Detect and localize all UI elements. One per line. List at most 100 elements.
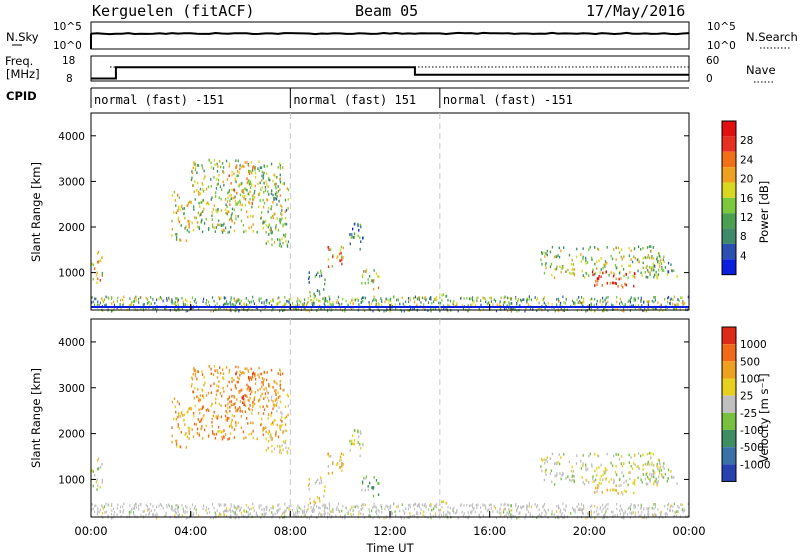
power-ylabel: Slant Range [km]	[29, 162, 43, 262]
power-cell	[113, 303, 116, 307]
power-cell	[295, 304, 297, 308]
power-cell	[623, 307, 625, 311]
velocity-cell	[181, 514, 183, 518]
power-cell	[102, 300, 105, 304]
velocity-cell	[375, 509, 377, 513]
power-cell	[646, 264, 648, 268]
power-cell	[275, 186, 277, 190]
power-cell	[212, 225, 214, 229]
velocity-cell	[239, 373, 241, 377]
power-cell	[262, 205, 265, 209]
power-cell	[173, 211, 175, 214]
power-cell	[203, 222, 206, 225]
power-cell	[175, 233, 177, 236]
power-cell	[112, 309, 114, 313]
power-cell	[575, 255, 578, 259]
power-cell	[389, 309, 391, 313]
power-cell	[175, 211, 178, 215]
power-cell	[99, 301, 102, 305]
power-cell	[278, 199, 280, 203]
velocity-cell	[239, 406, 241, 409]
power-cell	[143, 303, 145, 306]
velocity-cell	[303, 508, 305, 512]
velocity-cell	[287, 404, 290, 408]
power-cell	[655, 270, 657, 274]
power-cell	[192, 166, 194, 170]
power-cell	[560, 307, 562, 310]
velocity-cell	[308, 482, 311, 486]
velocity-cell	[420, 508, 422, 511]
velocity-cell	[235, 424, 237, 427]
beam-title: Beam 05	[355, 2, 418, 20]
power-cell	[95, 297, 97, 301]
power-cell	[563, 309, 565, 313]
power-cell	[511, 307, 513, 310]
velocity-cell	[175, 504, 177, 507]
velocity-cell	[203, 383, 205, 387]
velocity-cell	[656, 462, 658, 466]
power-cell	[191, 171, 194, 175]
velocity-cell	[198, 408, 200, 412]
power-cell	[210, 198, 212, 201]
power-cell	[594, 297, 596, 301]
power-cell	[210, 185, 213, 188]
velocity-cell	[676, 510, 678, 514]
power-cell	[236, 202, 239, 206]
velocity-cell	[174, 514, 176, 518]
power-cell	[676, 303, 678, 307]
colorbar-tick-label: 16	[740, 193, 754, 205]
power-cell	[154, 306, 156, 310]
velocity-cell	[105, 502, 107, 506]
power-cell	[431, 301, 433, 305]
power-cell	[220, 165, 222, 169]
velocity-cell	[371, 509, 373, 513]
power-cell	[373, 279, 375, 282]
velocity-cell	[352, 509, 354, 512]
power-cell	[148, 300, 150, 304]
power-cell	[644, 307, 646, 310]
power-cell	[116, 300, 118, 303]
power-cell	[240, 165, 243, 169]
power-cell	[218, 307, 220, 311]
power-cell	[633, 299, 635, 302]
power-cell	[201, 166, 204, 170]
power-cell	[359, 247, 361, 251]
power-cell	[644, 256, 646, 259]
power-cell	[205, 187, 208, 191]
y-tick-label: 1000	[58, 474, 85, 486]
velocity-cell	[664, 472, 667, 476]
velocity-cell	[250, 367, 252, 371]
power-cell	[324, 299, 326, 303]
velocity-cell	[620, 462, 622, 465]
power-cell	[243, 165, 245, 169]
velocity-cell	[641, 480, 643, 484]
velocity-cell	[263, 397, 265, 401]
power-cell	[390, 297, 392, 301]
power-cell	[645, 275, 647, 279]
power-cell	[583, 297, 585, 301]
velocity-cell	[419, 512, 421, 515]
velocity-cell	[608, 480, 610, 484]
power-cell	[594, 262, 596, 266]
power-cell	[259, 191, 261, 195]
velocity-cell	[275, 388, 277, 392]
velocity-cell	[192, 390, 195, 394]
velocity-cell	[268, 384, 270, 388]
power-cell	[373, 269, 375, 272]
velocity-cell	[207, 391, 210, 395]
power-cell	[245, 188, 247, 191]
power-cell	[226, 212, 228, 216]
power-cell	[297, 308, 299, 311]
power-cell	[585, 309, 587, 313]
power-cell	[591, 258, 593, 262]
power-cell	[408, 300, 410, 304]
cpid-label: CPID	[6, 89, 37, 103]
power-cell	[528, 295, 530, 299]
velocity-cell	[596, 474, 598, 477]
velocity-cell	[442, 500, 444, 504]
velocity-cell	[230, 505, 232, 508]
velocity-cell	[336, 463, 338, 467]
power-cell	[200, 211, 203, 215]
power-cell	[418, 296, 421, 299]
power-cell	[424, 295, 426, 299]
